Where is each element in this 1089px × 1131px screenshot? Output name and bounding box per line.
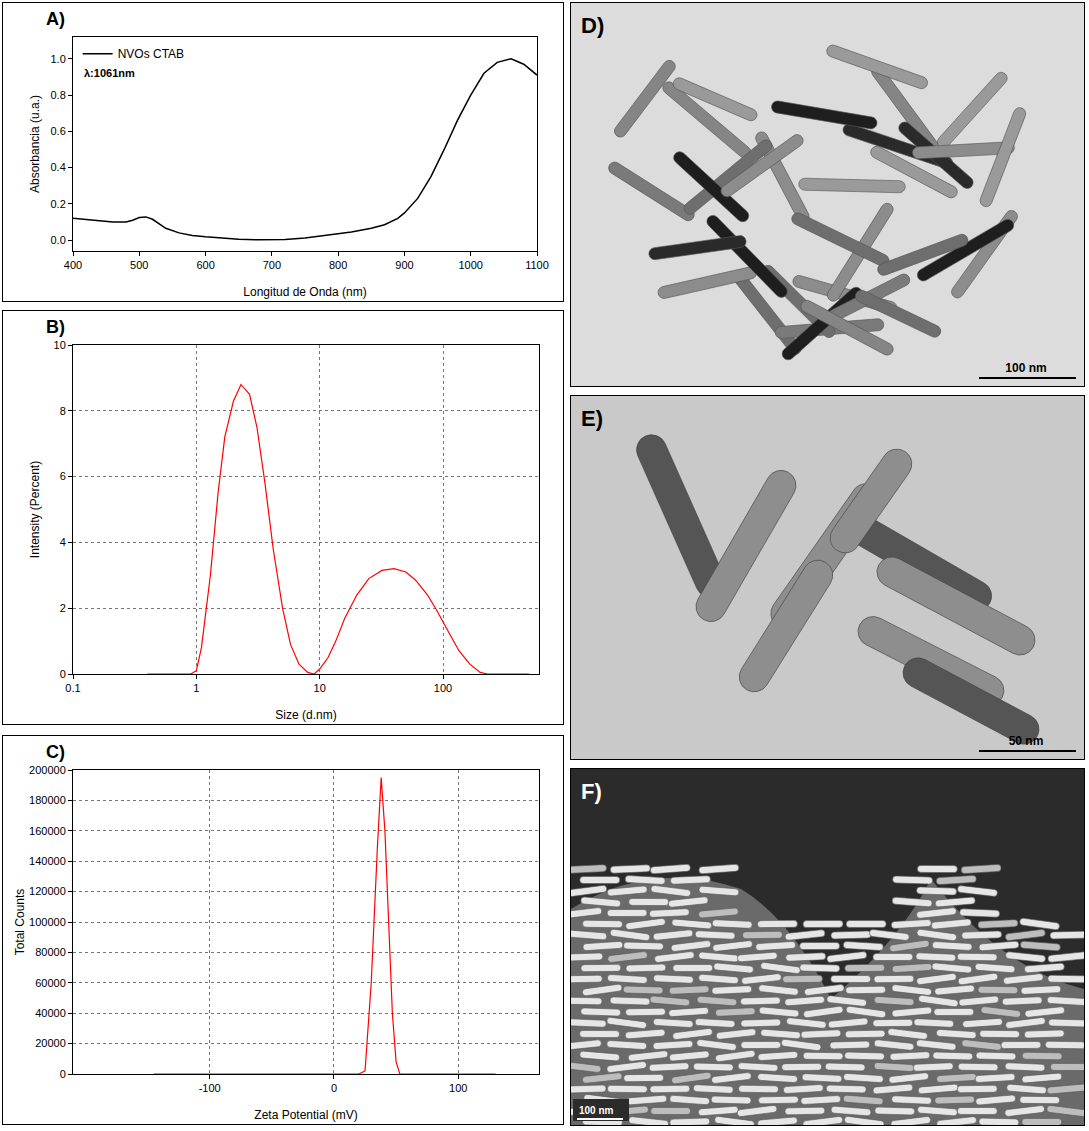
svg-text:NVOs CTAB: NVOs CTAB [118,47,184,61]
svg-text:0.4: 0.4 [51,161,66,173]
svg-text:600: 600 [196,259,214,271]
svg-text:1: 1 [193,682,199,694]
svg-text:10: 10 [54,339,66,351]
svg-text:B): B) [46,317,65,337]
svg-text:0: 0 [60,1068,66,1080]
svg-text:0.0: 0.0 [51,234,66,246]
svg-text:2: 2 [60,602,66,614]
svg-text:1100: 1100 [525,259,549,271]
svg-text:λ:1061nm: λ:1061nm [84,67,135,79]
svg-text:200000: 200000 [29,764,66,776]
svg-text:500: 500 [130,259,148,271]
svg-text:100: 100 [434,682,452,694]
svg-text:4: 4 [60,536,66,548]
svg-text:800: 800 [329,259,347,271]
svg-text:400: 400 [64,259,82,271]
svg-text:F): F) [581,779,602,804]
svg-text:0.6: 0.6 [51,125,66,137]
svg-text:1000: 1000 [458,259,482,271]
svg-text:20000: 20000 [35,1037,66,1049]
svg-text:Intensity (Percent): Intensity (Percent) [28,461,42,558]
svg-text:0: 0 [60,668,66,680]
svg-text:700: 700 [263,259,281,271]
svg-text:100000: 100000 [29,916,66,928]
svg-text:8: 8 [60,405,66,417]
svg-text:1.0: 1.0 [51,53,66,65]
svg-text:10: 10 [314,682,326,694]
svg-text:180000: 180000 [29,794,66,806]
svg-text:E): E) [581,406,603,431]
svg-text:40000: 40000 [35,1007,66,1019]
svg-text:A): A) [46,9,65,29]
svg-text:Zeta Potential (mV): Zeta Potential (mV) [254,1108,357,1122]
svg-text:-100: -100 [199,1082,221,1094]
svg-text:100: 100 [449,1082,467,1094]
svg-text:0.8: 0.8 [51,89,66,101]
svg-text:D): D) [581,13,604,38]
svg-text:140000: 140000 [29,855,66,867]
svg-text:100 nm: 100 nm [579,1105,614,1116]
svg-text:Longitud de Onda (nm): Longitud de Onda (nm) [243,285,366,299]
svg-text:50 nm: 50 nm [1009,734,1044,748]
svg-text:900: 900 [395,259,413,271]
svg-text:100 nm: 100 nm [1005,361,1046,375]
svg-text:160000: 160000 [29,825,66,837]
svg-text:6: 6 [60,470,66,482]
svg-text:C): C) [46,742,65,762]
svg-text:0: 0 [331,1082,337,1094]
svg-text:0.2: 0.2 [51,198,66,210]
svg-text:Absorbancia (u.a.): Absorbancia (u.a.) [28,95,42,193]
svg-text:Size (d.nm): Size (d.nm) [275,708,336,722]
svg-text:60000: 60000 [35,977,66,989]
svg-text:120000: 120000 [29,885,66,897]
svg-text:Total Counts: Total Counts [13,889,27,956]
svg-text:80000: 80000 [35,946,66,958]
svg-text:0.1: 0.1 [65,682,80,694]
